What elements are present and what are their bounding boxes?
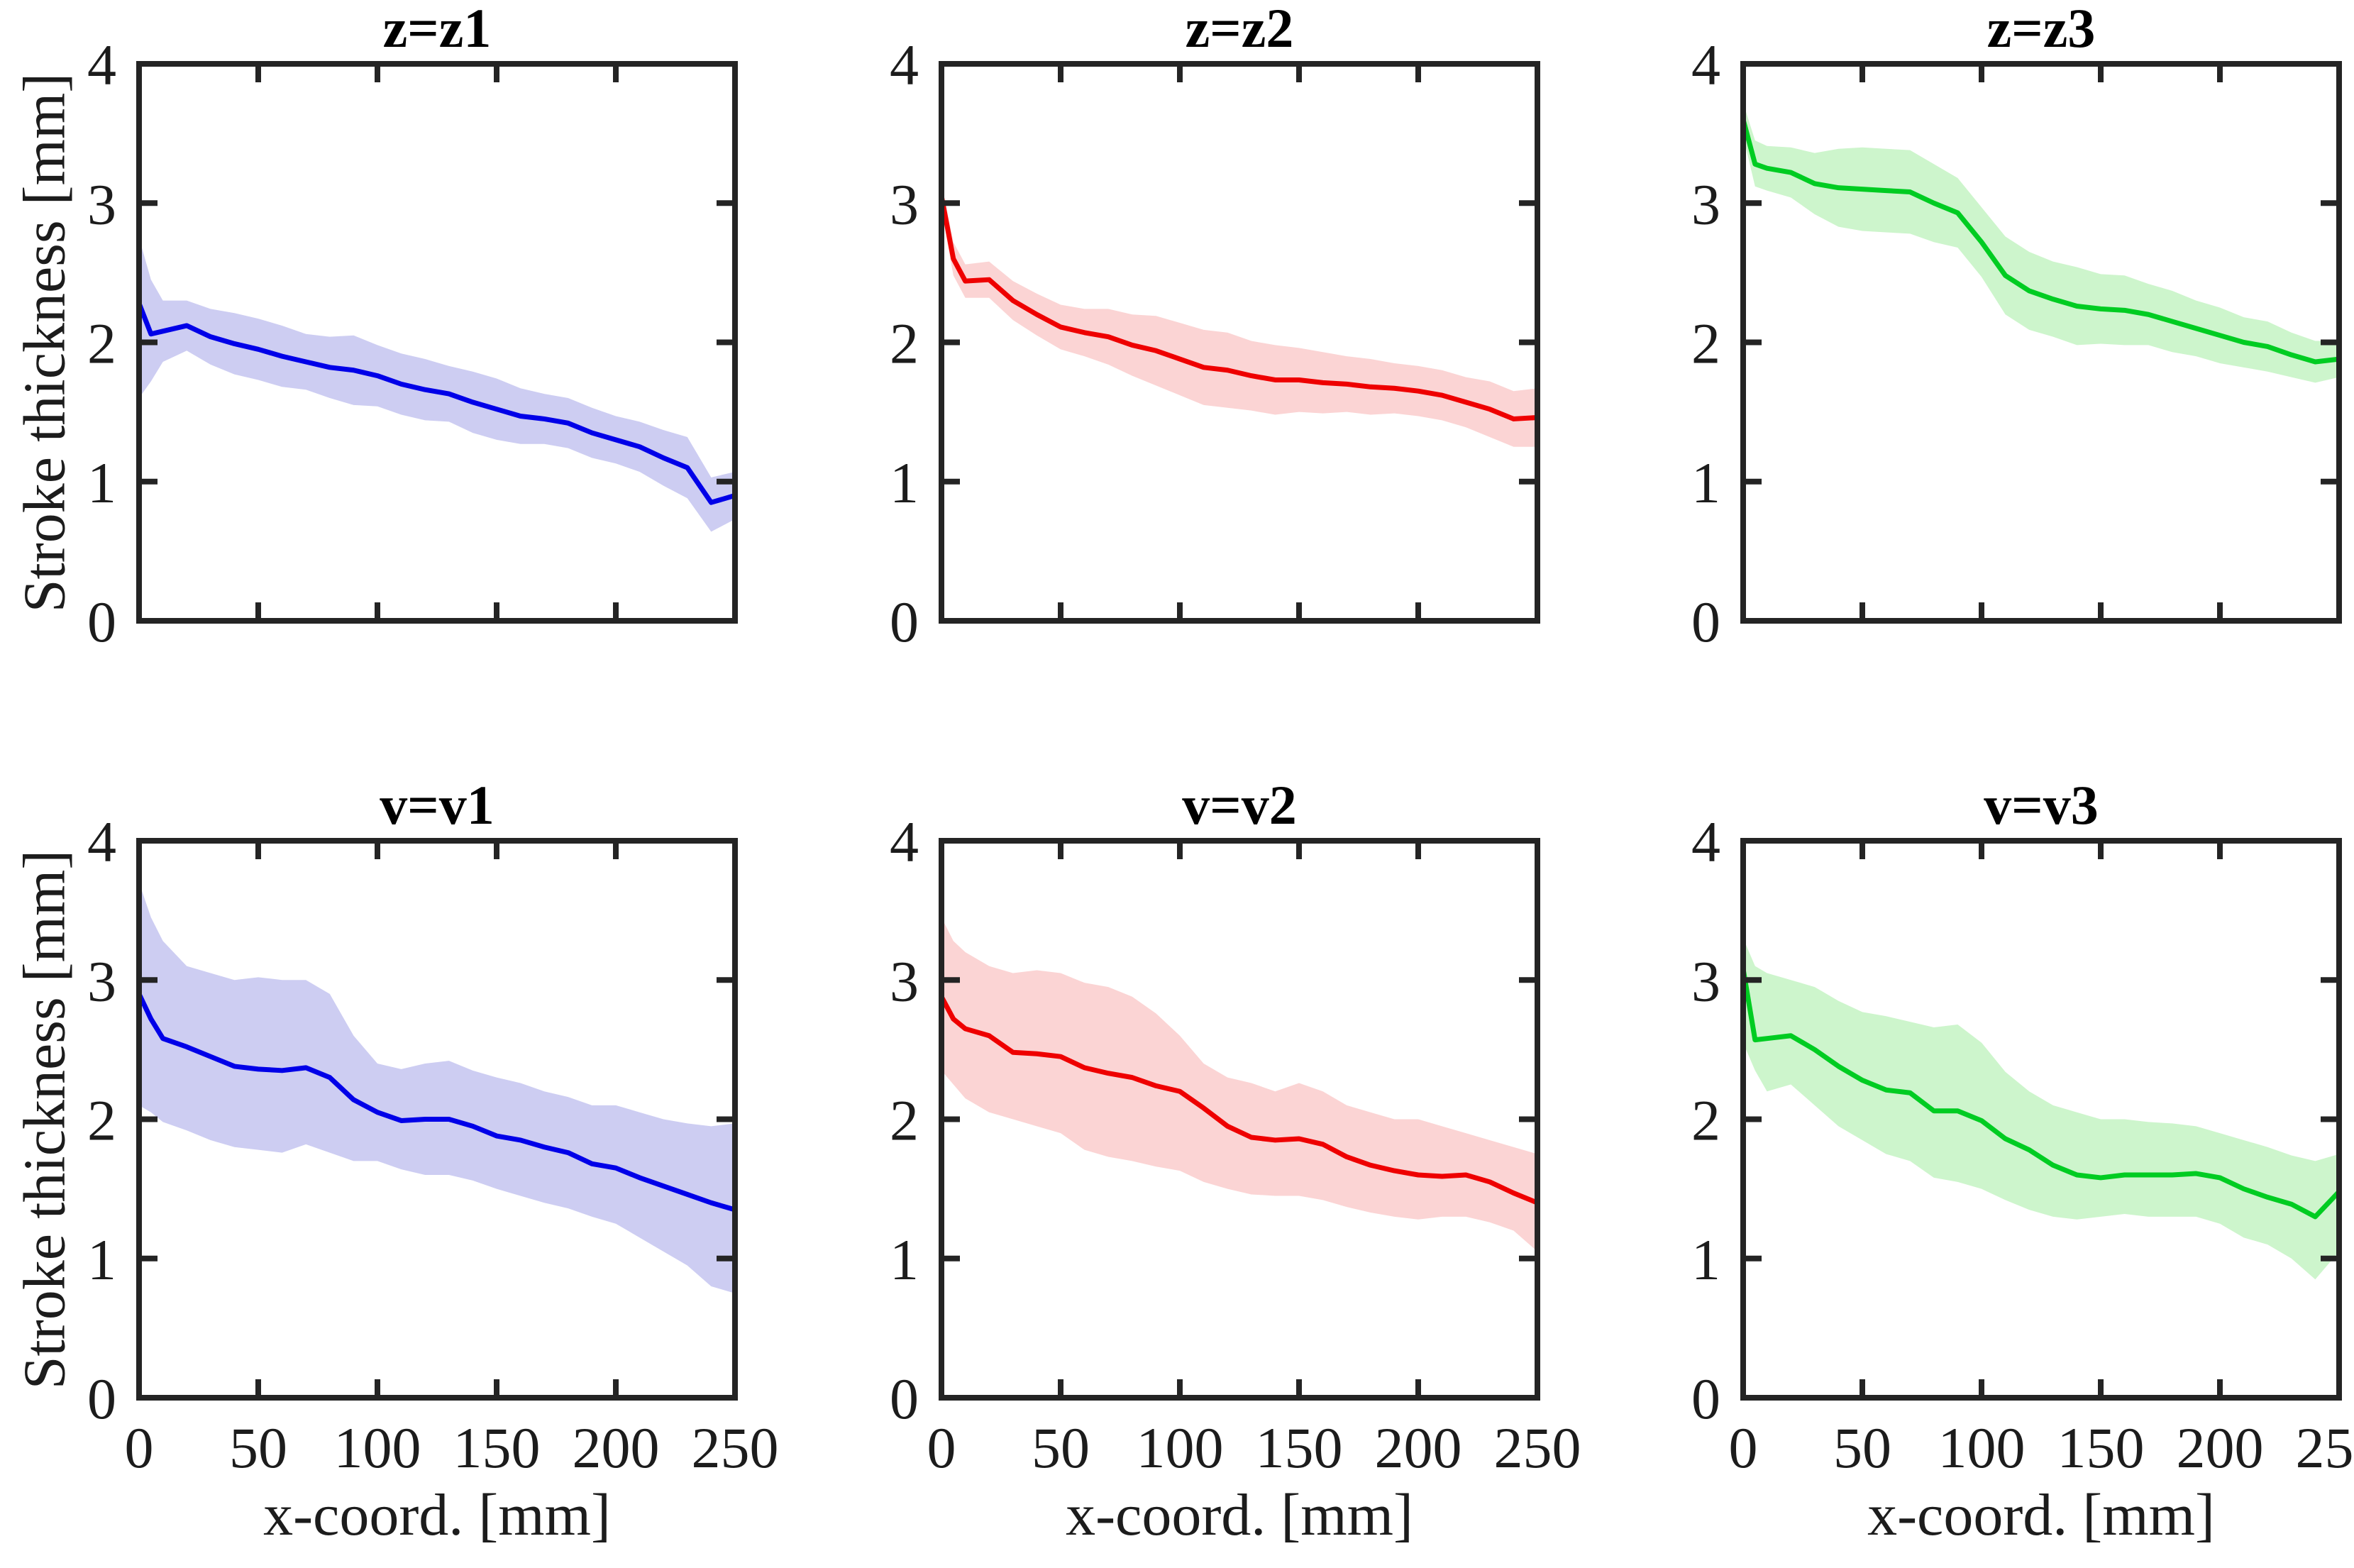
svg-text:0: 0	[87, 1367, 116, 1431]
plot-area-v1: 0 50 100 150 200 250 0 1 2 3 4	[87, 810, 779, 1480]
svg-text:2: 2	[87, 311, 116, 376]
svg-text:150: 150	[1256, 1415, 1343, 1480]
svg-text:3: 3	[87, 172, 116, 236]
svg-text:0: 0	[1691, 1367, 1720, 1431]
svg-text:4: 4	[890, 810, 919, 874]
svg-text:0: 0	[87, 590, 116, 654]
subplot-v2: v=v2 0 50 100 150 200 250 0 1 2 3 4 x-coord. [mm]	[807, 774, 1581, 1566]
svg-text:4: 4	[1691, 810, 1720, 874]
plot-area-v3: 0 50 100 150 200 250 0 1 2 3 4	[1691, 810, 2354, 1480]
subplot-v3-title: v=v3	[1984, 774, 2099, 836]
subplot-v2-title: v=v2	[1182, 774, 1297, 836]
svg-text:1: 1	[87, 451, 116, 515]
subplot-v1: v=v1 Stroke thickness [mm] 0 50 100 150 200 2…	[4, 774, 779, 1566]
svg-text:3: 3	[890, 172, 919, 236]
svg-text:50: 50	[1032, 1415, 1090, 1480]
svg-text:100: 100	[1137, 1415, 1224, 1480]
subplot-v3: v=v3 0 50 100 150 200 250 0 1 2 3 4 x-coord. [mm]	[1608, 774, 2354, 1566]
svg-text:200: 200	[2177, 1415, 2264, 1480]
x-axis-label: x-coord. [mm]	[1867, 1482, 2215, 1548]
svg-text:1: 1	[890, 451, 919, 515]
svg-text:2: 2	[1691, 1088, 1720, 1153]
svg-text:0: 0	[890, 1367, 919, 1431]
plot-area-z3: 0 1 2 3 4	[1691, 33, 2342, 654]
svg-text:3: 3	[890, 949, 919, 1013]
svg-text:2: 2	[890, 1088, 919, 1153]
svg-text:3: 3	[1691, 172, 1720, 236]
subplot-z3: z=z3 0 1 2 3 4	[1608, 0, 2354, 789]
svg-text:100: 100	[334, 1415, 421, 1480]
subplot-v1-title: v=v1	[380, 774, 494, 836]
svg-text:3: 3	[87, 949, 116, 1013]
svg-text:1: 1	[890, 1227, 919, 1292]
svg-text:250: 250	[692, 1415, 779, 1480]
svg-text:250: 250	[1494, 1415, 1581, 1480]
subplot-z2: z=z2 0 1 2 3 4	[807, 0, 1566, 789]
svg-text:2: 2	[87, 1088, 116, 1153]
plot-area-z1: 0 1 2 3 4	[87, 33, 738, 654]
svg-text:0: 0	[890, 590, 919, 654]
subplot-z3-title: z=z3	[1986, 0, 2096, 59]
svg-text:50: 50	[1833, 1415, 1891, 1480]
svg-text:200: 200	[1375, 1415, 1462, 1480]
svg-text:2: 2	[890, 311, 919, 376]
svg-text:0: 0	[1691, 590, 1720, 654]
svg-text:4: 4	[890, 33, 919, 97]
subplot-z2-title: z=z2	[1185, 0, 1294, 59]
svg-text:150: 150	[2057, 1415, 2145, 1480]
svg-text:1: 1	[1691, 451, 1720, 515]
plot-area-z2: 0 1 2 3 4	[890, 33, 1540, 654]
svg-text:0: 0	[125, 1415, 154, 1480]
svg-text:50: 50	[229, 1415, 287, 1480]
x-axis-label: x-coord. [mm]	[1066, 1482, 1413, 1548]
svg-text:0: 0	[1729, 1415, 1758, 1480]
plot-area-v2: 0 50 100 150 200 250 0 1 2 3 4	[890, 810, 1581, 1480]
svg-text:150: 150	[453, 1415, 541, 1480]
svg-text:3: 3	[1691, 949, 1720, 1013]
svg-text:2: 2	[1691, 311, 1720, 376]
svg-text:100: 100	[1938, 1415, 2026, 1480]
svg-text:1: 1	[87, 1227, 116, 1292]
x-axis-label: x-coord. [mm]	[263, 1482, 611, 1548]
svg-text:0: 0	[927, 1415, 956, 1480]
svg-text:4: 4	[1691, 33, 1720, 97]
svg-text:4: 4	[87, 33, 116, 97]
svg-text:250: 250	[2296, 1415, 2354, 1480]
svg-text:4: 4	[87, 810, 116, 874]
svg-text:1: 1	[1691, 1227, 1720, 1292]
subplot-z1-title: z=z1	[382, 0, 492, 59]
svg-text:200: 200	[573, 1415, 660, 1480]
